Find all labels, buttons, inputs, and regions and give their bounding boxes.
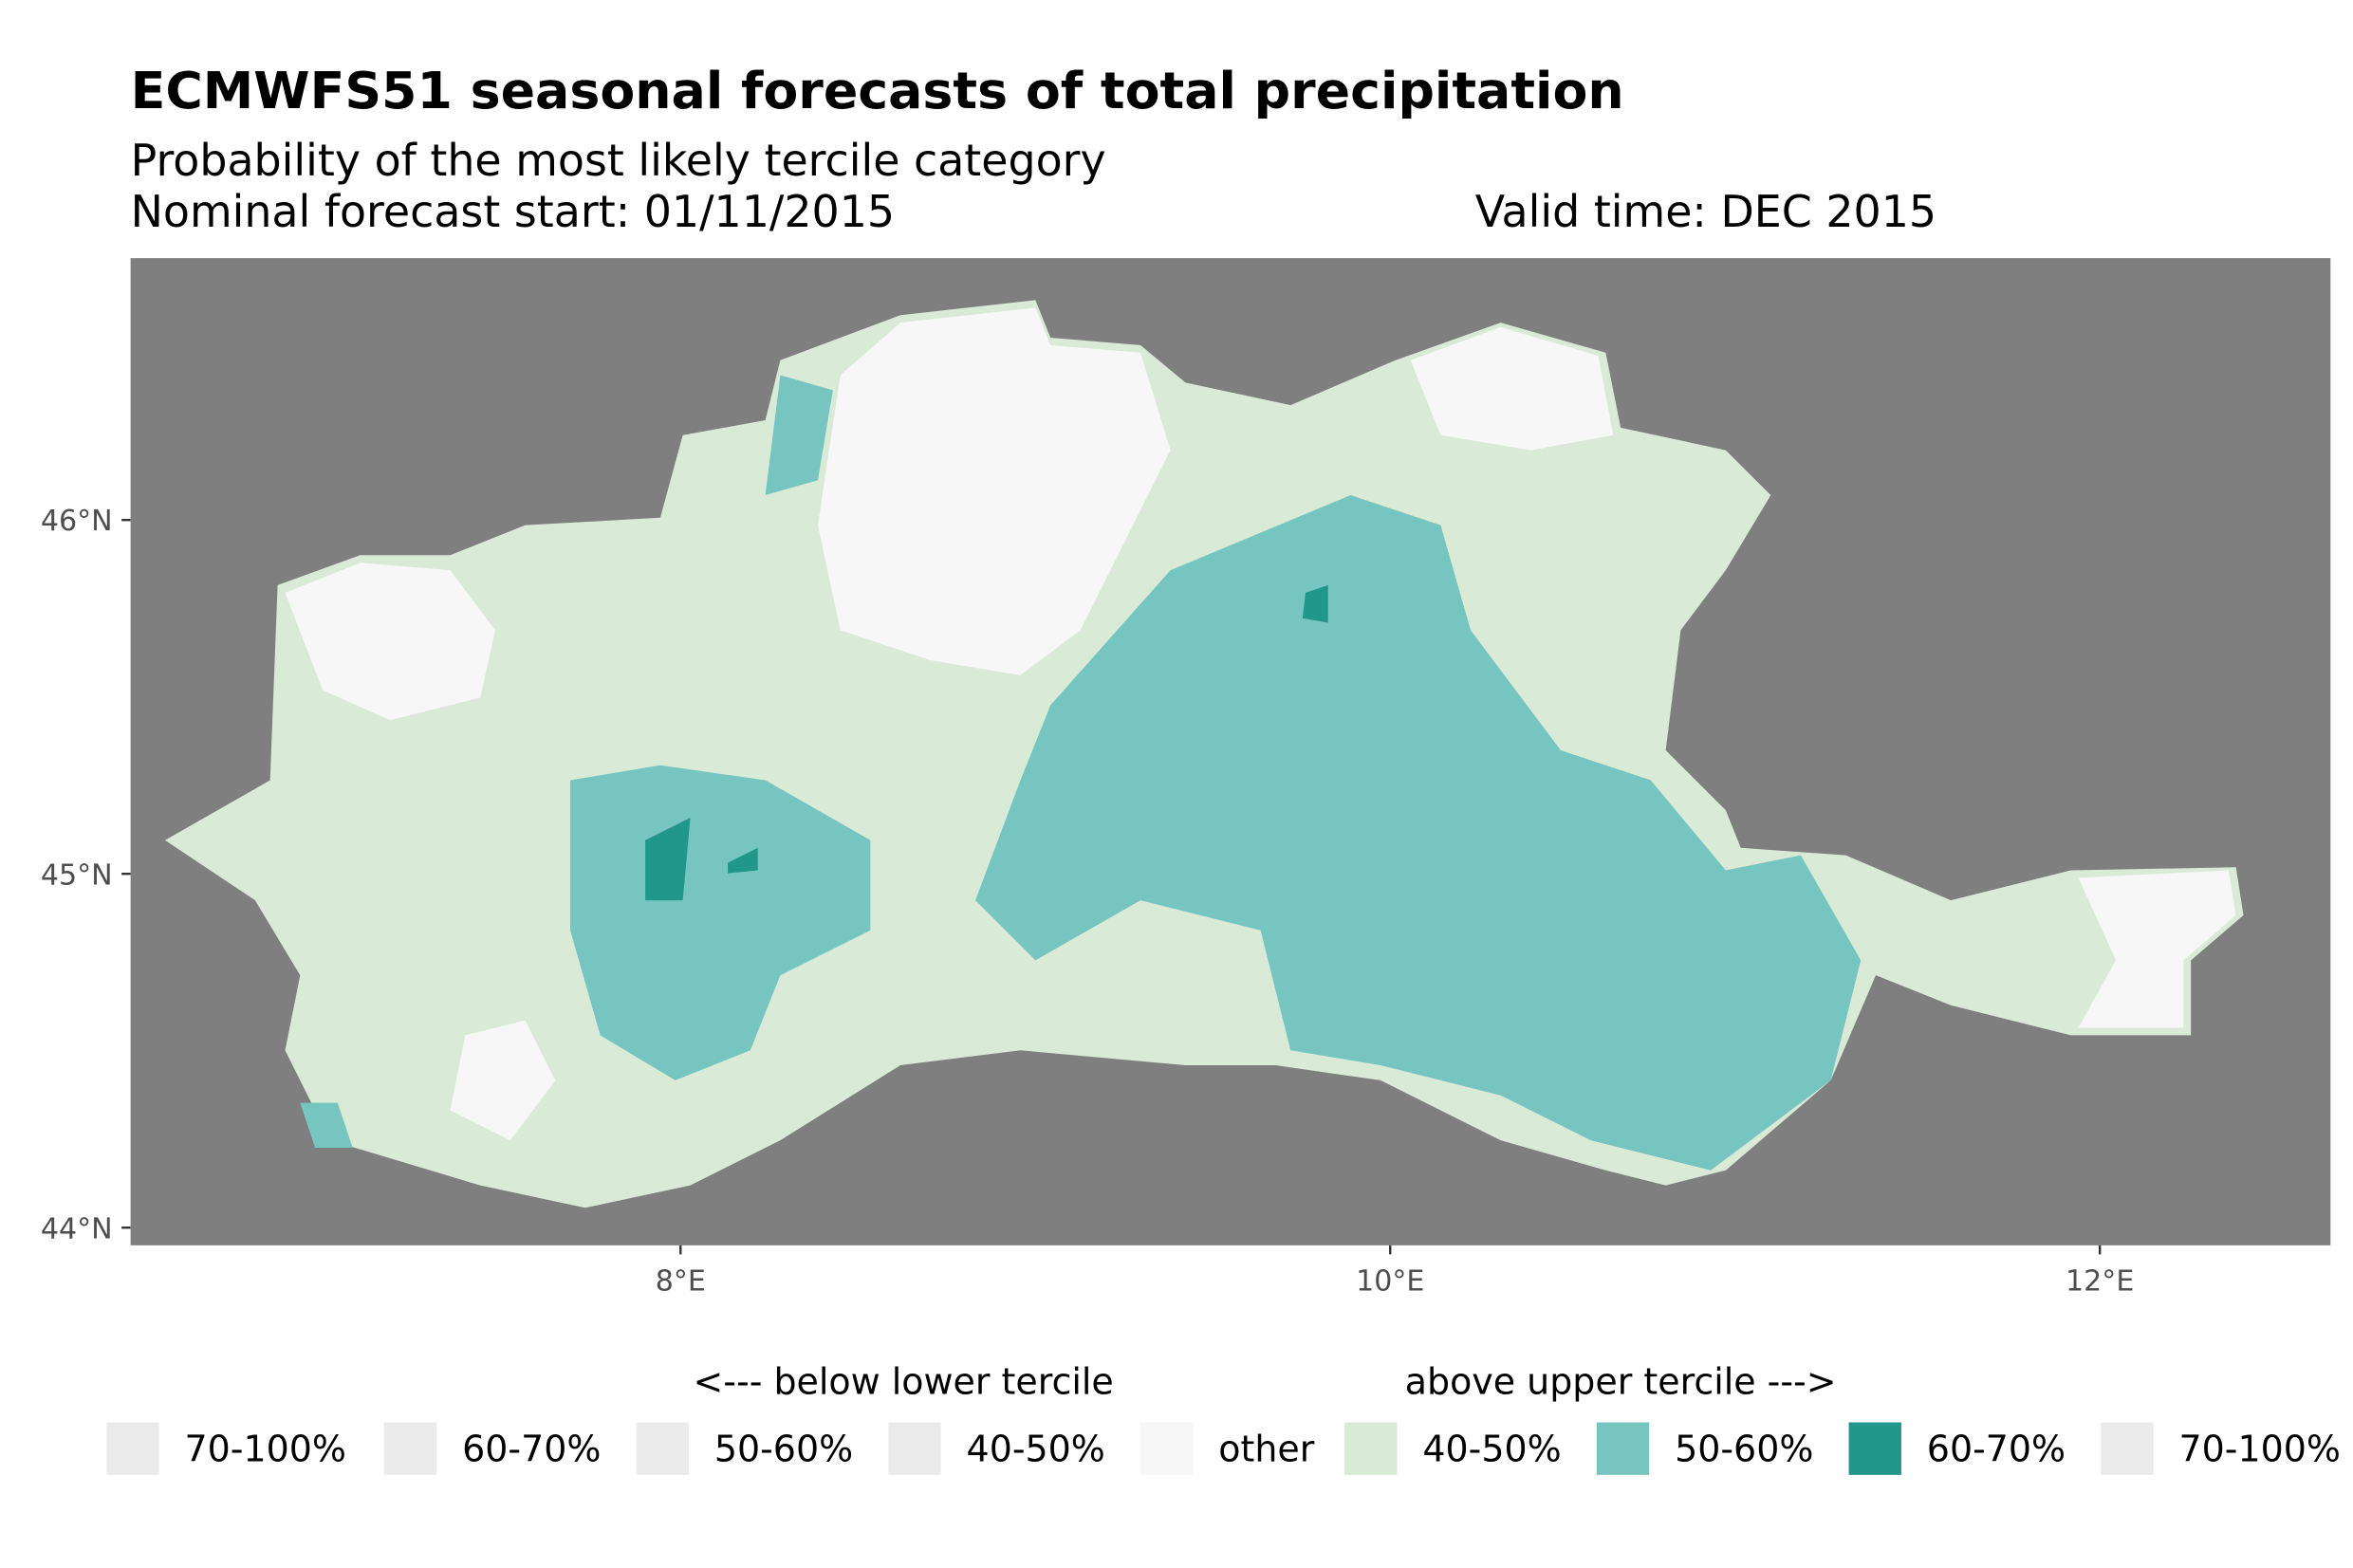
title: ECMWFS51 seasonal forecasts of total pre…: [131, 61, 1624, 120]
legend-label: other: [1218, 1429, 1314, 1470]
region: [975, 495, 1862, 1171]
legend-swatch: [1596, 1422, 1650, 1475]
region: [728, 847, 758, 874]
legend-above-title: above upper tercile --->: [1405, 1360, 1837, 1402]
x-tick-label: 10°E: [1356, 1264, 1424, 1298]
legend-swatch: [106, 1422, 159, 1475]
region: [300, 1102, 353, 1149]
legend-label: 70-100%: [185, 1429, 346, 1470]
subtitle: Probability of the most likely tercile c…: [131, 135, 1106, 186]
legend-swatch: [636, 1422, 689, 1475]
x-tick-label: 12°E: [2066, 1264, 2134, 1298]
legend-label: 40-50%: [1422, 1429, 1561, 1470]
legend-swatch: [383, 1422, 437, 1475]
region: [1410, 326, 1614, 451]
legend-swatch: [1344, 1422, 1398, 1475]
region: [1302, 584, 1328, 623]
x-tick-label: 8°E: [656, 1264, 706, 1298]
valid-label: Valid time: DEC 2015: [1475, 186, 1936, 237]
legend-label: 50-60%: [714, 1429, 853, 1470]
legend-label: 60-70%: [462, 1429, 601, 1470]
region: [2078, 870, 2236, 1028]
region: [450, 1020, 556, 1141]
legend-label: 50-60%: [1675, 1429, 1813, 1470]
map-regions: [164, 300, 2244, 1208]
legend-swatch: [2101, 1422, 2154, 1475]
legend-swatch: [1848, 1422, 1901, 1475]
legend-label: 60-70%: [1927, 1429, 2066, 1470]
axes: 8°E 10°E 12°E 44°N 45°N 46°N: [41, 505, 2134, 1298]
legend-swatch: [888, 1422, 941, 1475]
region: [765, 375, 833, 496]
legend-label: 40-50%: [967, 1429, 1105, 1470]
region: [285, 563, 495, 721]
region: [817, 307, 1171, 675]
y-tick-label: 46°N: [41, 505, 113, 538]
region: [645, 818, 691, 901]
y-tick-label: 45°N: [41, 858, 113, 892]
legend-swatch: [1140, 1422, 1194, 1475]
legend: 70-100% 60-70% 50-60% 40-50% other 40-50% 50-6…: [106, 1422, 2341, 1475]
legend-label: 70-100%: [2179, 1429, 2341, 1470]
legend-below-title: <--- below lower tercile: [694, 1360, 1114, 1402]
y-tick-label: 44°N: [41, 1212, 113, 1245]
start-label: Nominal forecast start: 01/11/2015: [131, 186, 895, 237]
